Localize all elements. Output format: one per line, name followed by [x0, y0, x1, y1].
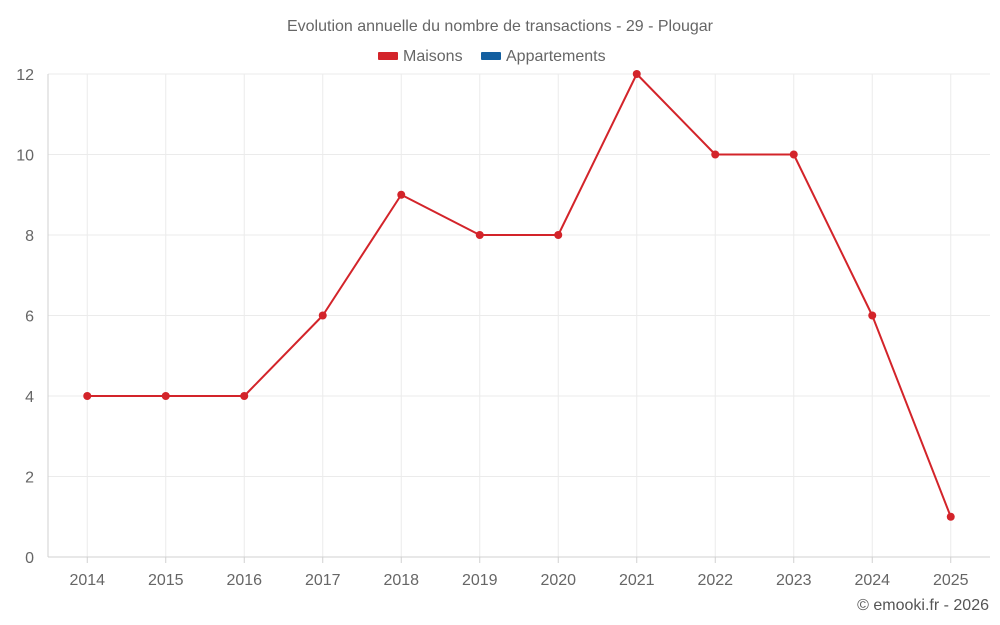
x-tick-label: 2024: [854, 572, 890, 589]
credit-text: © emooki.fr - 2026: [857, 597, 989, 614]
y-axis-ticks: 0 2 4 6 8 10 12: [16, 67, 34, 567]
x-tick-label: 2020: [540, 572, 576, 589]
data-point-maisons-2019[interactable]: [475, 231, 484, 239]
x-tick-label: 2018: [383, 572, 419, 589]
data-point-maisons-2022[interactable]: [711, 150, 720, 159]
x-tick-label: 2017: [305, 572, 341, 589]
y-tick-label: 6: [25, 309, 34, 326]
legend-label-appartements: Appartements: [506, 48, 606, 65]
data-point-maisons-2021[interactable]: [632, 70, 641, 78]
x-tick-label: 2019: [462, 572, 498, 589]
data-point-maisons-2024[interactable]: [868, 311, 877, 320]
legend-item-maisons[interactable]: Maisons: [378, 48, 463, 65]
legend-swatch-appartements: [481, 52, 501, 60]
grid: [48, 73, 990, 557]
y-tick-label: 0: [25, 550, 34, 567]
data-point-maisons-2017[interactable]: [318, 311, 327, 320]
x-tick-label: 2015: [148, 572, 184, 589]
legend-label-maisons: Maisons: [403, 48, 463, 65]
x-tick-label: 2021: [619, 572, 655, 589]
data-point-maisons-2020[interactable]: [554, 231, 563, 239]
data-point-maisons-2015[interactable]: [161, 392, 170, 400]
x-tick-label: 2016: [226, 572, 262, 589]
legend-item-appartements[interactable]: Appartements: [481, 48, 606, 65]
y-tick-label: 2: [25, 470, 34, 487]
x-tick-label: 2025: [933, 572, 969, 589]
data-point-maisons-2023[interactable]: [789, 150, 798, 159]
axes: [47, 74, 990, 563]
x-tick-label: 2022: [697, 572, 733, 589]
y-tick-label: 8: [25, 228, 34, 245]
y-tick-label: 10: [16, 148, 34, 165]
x-tick-label: 2023: [776, 572, 812, 589]
legend-swatch-maisons: [378, 52, 398, 60]
y-tick-label: 12: [16, 67, 34, 84]
x-axis-ticks: 2014 2015 2016 2017 2018 2019 2020 2021 2022 2023…: [69, 572, 968, 589]
data-point-maisons-2025[interactable]: [946, 512, 955, 521]
chart-title: Evolution annuelle du nombre de transact…: [287, 18, 714, 35]
y-tick-label: 4: [25, 389, 34, 406]
legend: Maisons Appartements: [378, 48, 606, 65]
data-point-maisons-2014[interactable]: [83, 392, 92, 400]
data-point-maisons-2018[interactable]: [397, 190, 406, 199]
series-line-maisons: [87, 73, 952, 518]
x-tick-label: 2014: [69, 572, 105, 589]
data-point-maisons-2016[interactable]: [240, 392, 249, 400]
series-layer: [83, 70, 955, 521]
